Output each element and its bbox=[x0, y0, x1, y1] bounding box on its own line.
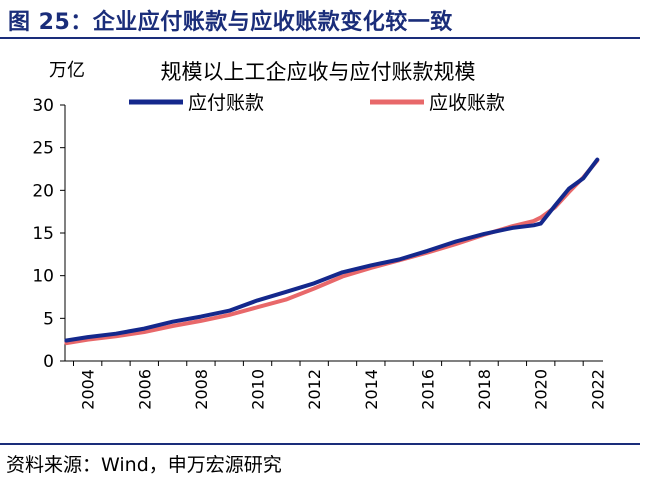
source-rule bbox=[0, 443, 640, 445]
x-tick-label: 2006 bbox=[135, 369, 154, 410]
x-tick-label: 2008 bbox=[192, 369, 211, 410]
y-tick-label: 15 bbox=[32, 224, 54, 244]
y-tick-label: 5 bbox=[43, 309, 54, 329]
chart-title: 规模以上工企应收与应付账款规模 bbox=[161, 60, 476, 84]
x-tick-label: 2020 bbox=[532, 369, 551, 410]
y-tick-label: 30 bbox=[32, 96, 54, 116]
x-tick-label: 2012 bbox=[305, 369, 324, 410]
legend-label: 应付账款 bbox=[188, 92, 264, 114]
axes: 0 5 10 15 20 25 30 2004 2006 2008 2010 2012 2014 2016… bbox=[32, 96, 607, 410]
x-tick-label: 2018 bbox=[475, 369, 494, 410]
legend-label: 应收账款 bbox=[429, 92, 505, 114]
source-note: 资料来源：Wind，申万宏源研究 bbox=[6, 454, 282, 476]
series-line-receivable bbox=[64, 158, 600, 346]
figure-title: 图 25：企业应付账款与应收账款变化较一致 bbox=[8, 10, 453, 35]
series-layer bbox=[64, 157, 600, 346]
x-tick-label: 2004 bbox=[79, 369, 98, 410]
title-rule bbox=[0, 37, 640, 39]
y-tick-label: 20 bbox=[32, 181, 54, 201]
line-chart: 规模以上工企应收与应付账款规模 万亿 应付账款 应收账款 0 5 10 15 20 25 30… bbox=[32, 60, 607, 410]
y-tick-label: 0 bbox=[43, 352, 54, 372]
x-tick-label: 2016 bbox=[418, 369, 437, 410]
y-axis-unit-label: 万亿 bbox=[49, 60, 85, 81]
x-tick-label: 2010 bbox=[249, 369, 268, 410]
series-line-payable bbox=[64, 157, 600, 343]
y-tick-label: 10 bbox=[32, 267, 54, 287]
x-tick-label: 2022 bbox=[588, 369, 607, 410]
legend: 应付账款 应收账款 bbox=[129, 92, 505, 114]
y-tick-label: 25 bbox=[32, 139, 54, 159]
x-tick-label: 2014 bbox=[362, 369, 381, 410]
